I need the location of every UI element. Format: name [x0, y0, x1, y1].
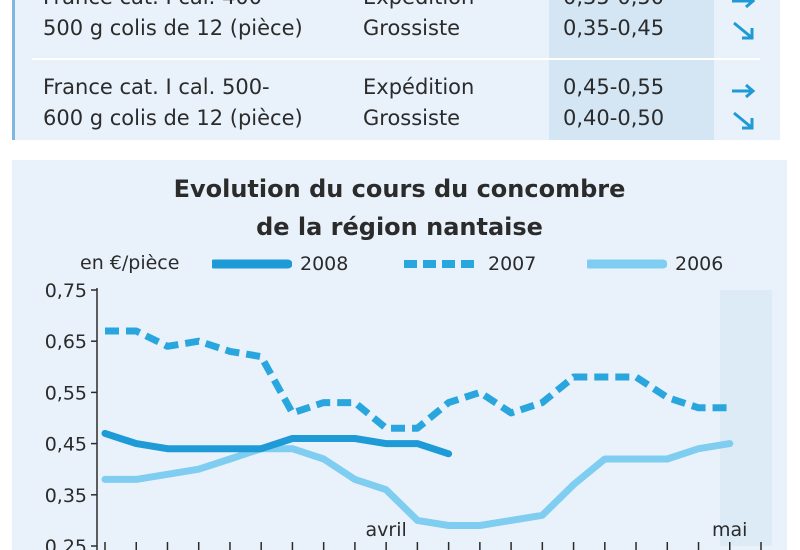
legend-swatch-2008 [212, 259, 292, 269]
y-tick-label: 0,45 [45, 434, 87, 456]
month-label-avril: avril [366, 519, 407, 541]
chart-title-line-1: Evolution du cours du concombre [173, 175, 626, 203]
y-tick-label: 0,55 [45, 382, 87, 404]
stage-line: Grossiste [363, 106, 461, 130]
price-cell: 0,45-0,55 0,40-0,50 [563, 72, 664, 134]
legend-label-2006: 2006 [675, 253, 724, 275]
table-row: France cat. I cal. 400- 500 g colis de 1… [12, 0, 780, 46]
series-line-2008 [101, 429, 453, 458]
price-line: 0,45-0,55 [563, 75, 665, 99]
product-line: France cat. I cal. 400- [43, 0, 303, 13]
y-tick-label: 0,75 [45, 280, 87, 302]
price-line: 0,35-0,45 [563, 16, 665, 40]
y-tick-label: 0,65 [45, 331, 87, 353]
stage-line: Expédition [363, 0, 474, 13]
arrow-down-right-icon [733, 21, 754, 40]
stage-cell: Expédition Grossiste [363, 72, 474, 134]
y-axis-unit-label: en €/pièce [80, 252, 180, 274]
series-line-2007 [105, 327, 730, 432]
chart-title-line-2: de la région nantaise [256, 213, 543, 241]
table-row: France cat. I cal. 500- 600 g colis de 1… [12, 72, 780, 136]
price-table: France cat. I cal. 400- 500 g colis de 1… [12, 0, 780, 140]
stage-cell: Expédition Grossiste [363, 0, 474, 44]
arrow-down-right-icon [733, 111, 754, 130]
arrow-right-icon [732, 0, 756, 9]
product-cell: France cat. I cal. 400- 500 g colis de 1… [43, 0, 303, 44]
stage-line: Expédition [363, 75, 475, 99]
price-line: 0,40-0,50 [563, 106, 665, 130]
legend-label-2008: 2008 [300, 253, 349, 275]
y-tick-label: 0,35 [45, 485, 87, 507]
chart-panel: Evolution du cours du concombre de la ré… [12, 160, 787, 550]
price-line: 0,35-0,50 [563, 0, 664, 13]
legend-swatch-2007 [404, 260, 476, 268]
product-cell: France cat. I cal. 500- 600 g colis de 1… [43, 72, 303, 134]
product-line: 500 g colis de 12 (pièce) [43, 16, 303, 40]
stage-line: Grossiste [363, 16, 461, 40]
line-chart: 0,75 0,65 0,55 0,45 0,35 0,25 avril mai [45, 280, 772, 550]
month-label-mai: mai [712, 519, 747, 541]
month-band-mai [720, 290, 772, 546]
legend-swatch-2006 [587, 259, 667, 269]
y-tick-label: 0,25 [45, 536, 87, 550]
legend-label-2007: 2007 [488, 253, 537, 275]
table-left-rule [12, 0, 15, 140]
price-column-background [549, 0, 714, 140]
arrow-right-icon [732, 83, 756, 99]
product-line: 600 g colis de 12 (pièce) [43, 106, 303, 130]
row-separator [32, 58, 760, 60]
price-cell: 0,35-0,50 0,35-0,45 [563, 0, 664, 44]
product-line: France cat. I cal. 500- [43, 75, 270, 99]
series-line-2006 [101, 440, 734, 529]
